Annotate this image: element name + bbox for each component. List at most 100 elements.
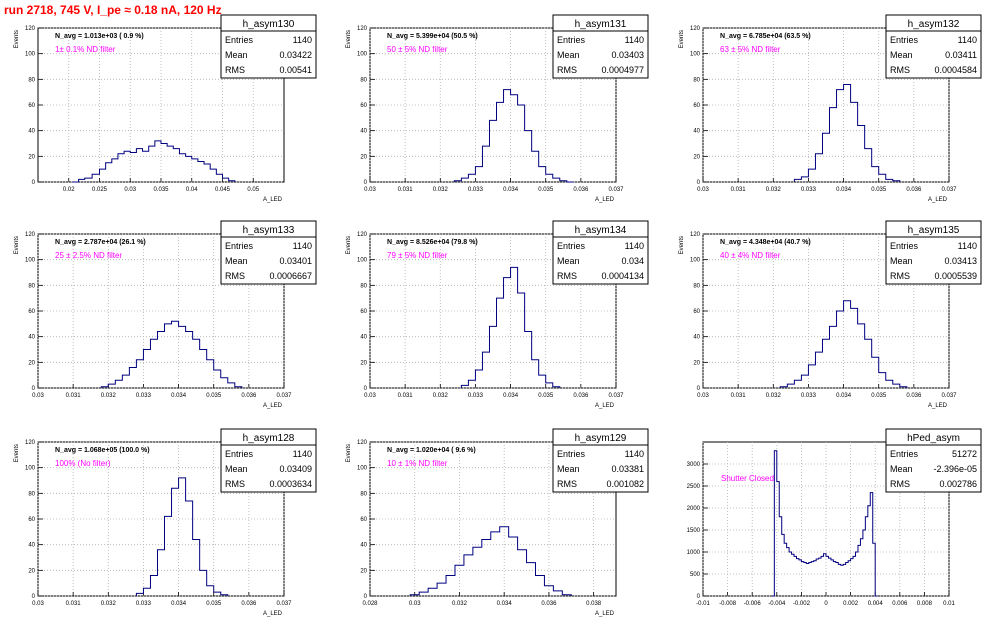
x-tick-label: 0.035 (871, 187, 887, 193)
y-tick-label: 40 (28, 335, 35, 341)
x-tick-label: 0.032 (101, 393, 117, 399)
y-tick-label: 20 (28, 154, 35, 160)
y-tick-label: 0 (364, 594, 368, 600)
x-tick-label: 0.02 (63, 187, 75, 193)
x-tick-label: 0.035 (206, 393, 222, 399)
stats-label: Entries (890, 241, 919, 251)
x-tick-label: 0.036 (573, 187, 589, 193)
stats-label: RMS (225, 65, 245, 75)
stats-label: RMS (225, 271, 245, 281)
x-tick-label: 0.004 (868, 601, 884, 607)
stats-name: h_asym133 (243, 225, 295, 236)
x-tick-label: 0.034 (171, 601, 187, 607)
y-tick-label: 1500 (687, 528, 701, 534)
stats-value: 1140 (958, 35, 977, 45)
y-tick-label: 60 (28, 517, 35, 523)
filter-label: 10 ± 1% ND filter (387, 459, 448, 468)
x-tick-label: 0.036 (541, 601, 557, 607)
page-title: run 2718, 745 V, I_pe ≈ 0.18 nA, 120 Hz (4, 3, 222, 17)
x-tick-label: 0.032 (101, 601, 117, 607)
stats-value: 51272 (952, 449, 977, 459)
y-tick-label: 100 (25, 52, 36, 58)
stats-label: RMS (225, 479, 245, 489)
stats-value: 0.0005539 (934, 271, 977, 281)
y-tick-label: 60 (693, 309, 700, 315)
navg-label: N_avg = 1.013e+03 ( 0.9 %) (55, 33, 144, 40)
x-tick-label: 0.028 (362, 601, 378, 607)
y-tick-label: 60 (360, 103, 367, 109)
x-tick-label: 0.033 (136, 601, 152, 607)
stats-value: 0.03401 (279, 256, 312, 266)
stats-box (220, 428, 317, 493)
y-axis-title: Events (346, 444, 352, 462)
x-tick-label: 0.035 (153, 187, 169, 193)
filter-label: 40 ± 4% ND filter (720, 251, 781, 260)
stats-label: Entries (890, 449, 919, 459)
histogram-line (771, 450, 878, 597)
x-tick-label: 0.03 (697, 187, 709, 193)
y-tick-label: 60 (693, 103, 700, 109)
y-tick-label: 0 (32, 180, 36, 186)
x-tick-label: 0.036 (906, 393, 922, 399)
panel-h_asym131: 0.03 0.031 0.032 0.033 0.034 0.035 0.036 0.037 0… (346, 14, 649, 203)
x-tick-label: 0.037 (941, 187, 957, 193)
x-tick-label: 0.036 (573, 393, 589, 399)
y-tick-label: 2500 (687, 484, 701, 490)
stats-label: Mean (225, 50, 248, 60)
y-tick-label: 0 (364, 386, 368, 392)
y-tick-label: 120 (357, 232, 368, 238)
x-tick-label: 0.033 (468, 393, 484, 399)
x-tick-label: 0.032 (452, 601, 468, 607)
navg-label: N_avg = 1.068e+05 (100.0 %) (55, 447, 150, 454)
stats-label: Mean (890, 256, 913, 266)
navg-label: N_avg = 4.348e+04 (40.7 %) (720, 239, 811, 246)
y-tick-label: 60 (28, 103, 35, 109)
panel-h_asym133: 0.03 0.031 0.032 0.033 0.034 0.035 0.036 0.037 0… (14, 220, 317, 409)
x-tick-label: 0.034 (171, 393, 187, 399)
stats-name: h_asym130 (243, 19, 295, 30)
histogram-line (779, 300, 908, 388)
x-tick-label: 0.002 (843, 601, 859, 607)
x-tick-label: 0.008 (917, 601, 933, 607)
y-tick-label: 80 (360, 77, 367, 83)
stats-label: RMS (557, 65, 577, 75)
x-tick-label: 0.033 (801, 187, 817, 193)
x-tick-label: 0.033 (136, 393, 152, 399)
x-tick-label: 0.034 (836, 393, 852, 399)
histogram-line (409, 526, 572, 596)
x-tick-label: 0.031 (731, 187, 747, 193)
stats-name: h_asym135 (908, 225, 960, 236)
x-tick-label: 0.037 (608, 393, 624, 399)
y-tick-label: 0 (364, 180, 368, 186)
stats-value: 0.03422 (279, 50, 312, 60)
stats-box (552, 14, 649, 79)
y-tick-label: 80 (693, 283, 700, 289)
stats-value: 0.03381 (611, 464, 644, 474)
y-tick-label: 100 (690, 258, 701, 264)
stats-label: Entries (557, 241, 586, 251)
y-tick-label: 80 (28, 283, 35, 289)
y-tick-label: 80 (28, 77, 35, 83)
stats-value: 1140 (958, 241, 977, 251)
stats-label: RMS (890, 479, 910, 489)
histogram-line (71, 140, 236, 183)
stats-label: Entries (225, 241, 254, 251)
x-axis-title: A_LED (263, 611, 283, 617)
stats-box (885, 14, 982, 79)
y-tick-label: 20 (360, 154, 367, 160)
x-tick-label: 0.03 (364, 393, 376, 399)
x-tick-label: 0.036 (241, 393, 257, 399)
x-tick-label: 0.031 (731, 393, 747, 399)
y-axis-title: Events (346, 30, 352, 48)
y-axis-title: Events (679, 236, 685, 254)
x-tick-label: 0.006 (892, 601, 908, 607)
x-tick-label: 0.03 (409, 601, 421, 607)
stats-label: Mean (225, 464, 248, 474)
stats-name: h_asym131 (575, 19, 627, 30)
x-tick-label: 0.03 (124, 187, 136, 193)
y-tick-label: 0 (32, 386, 36, 392)
stats-value: -2.396e-05 (933, 464, 977, 474)
stats-box (220, 220, 317, 285)
filter-label: Shutter Closed (721, 474, 774, 483)
stats-label: RMS (890, 271, 910, 281)
